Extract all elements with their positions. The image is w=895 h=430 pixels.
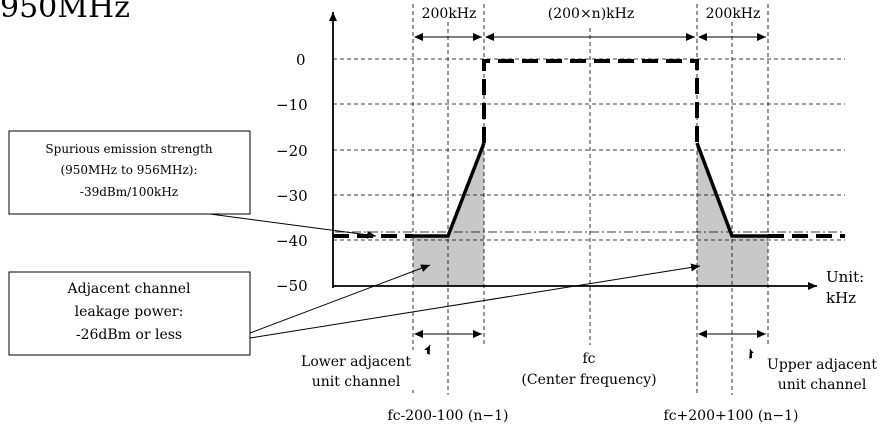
center-frequency-label-bg (500, 347, 678, 389)
lower-frequency-label-bg (371, 404, 527, 426)
upper-leakage-region (697, 143, 768, 286)
upper-channel-label-bg (752, 353, 895, 393)
top-span-center-label: (200×n)kHz (548, 6, 634, 22)
upper-channel-label-line2: unit channel (778, 377, 867, 393)
upper-slope-line (695, 142, 768, 238)
heading-fragment: 950MHz (0, 0, 130, 25)
leakage-power-box (8, 271, 251, 356)
top-span-right-bg (701, 3, 765, 22)
y-tick-minus20: −20 (276, 142, 308, 160)
spurious-pointer (209, 213, 377, 239)
lower-frequency-formula: fc-200-100 (n−1) (388, 408, 509, 424)
lower-slope-line (413, 142, 486, 238)
leakage-box-line3: -26dBm or less (76, 327, 182, 343)
spurious-emission-box (8, 130, 251, 215)
spurious-box-line3: -39dBm/100kHz (80, 185, 178, 199)
top-span-left-label: 200kHz (422, 6, 477, 22)
lower-leakage-region (413, 143, 484, 286)
center-frequency-symbol: fc (582, 351, 595, 367)
lower-channel-label-line1: Lower adjacent (301, 354, 411, 370)
leakage-box-line1: Adjacent channel (67, 281, 192, 297)
lower-channel-label-bg (285, 350, 427, 390)
upper-frequency-label-bg (640, 404, 822, 426)
top-span-left-bg (418, 3, 480, 22)
unit-label: Unit: (826, 268, 864, 286)
upper-channel-label-line1: Upper adjacent (767, 357, 877, 373)
y-tick-minus10: −10 (276, 96, 308, 114)
spurious-box-line1: Spurious emission strength (45, 142, 212, 156)
unit-value: kHz (826, 289, 856, 307)
y-tick-0: 0 (296, 51, 306, 69)
y-tick-minus30: −30 (276, 187, 308, 205)
y-tick-minus50: −50 (276, 277, 308, 295)
upper-frequency-formula: fc+200+100 (n−1) (664, 408, 799, 424)
spurious-box-line2: (950MHz to 956MHz): (60, 163, 197, 177)
center-frequency-label: (Center frequency) (521, 372, 656, 388)
top-span-center-bg (530, 3, 652, 22)
channel-mask-dashed (482, 59, 699, 143)
top-span-right-label: 200kHz (706, 6, 761, 22)
leakage-pointers (249, 263, 701, 339)
horizontal-gridlines (333, 58, 845, 241)
leakage-box-line2: leakage power: (75, 304, 184, 320)
y-tick-minus40: −40 (276, 232, 308, 250)
lower-channel-label-line2: unit channel (312, 374, 401, 390)
